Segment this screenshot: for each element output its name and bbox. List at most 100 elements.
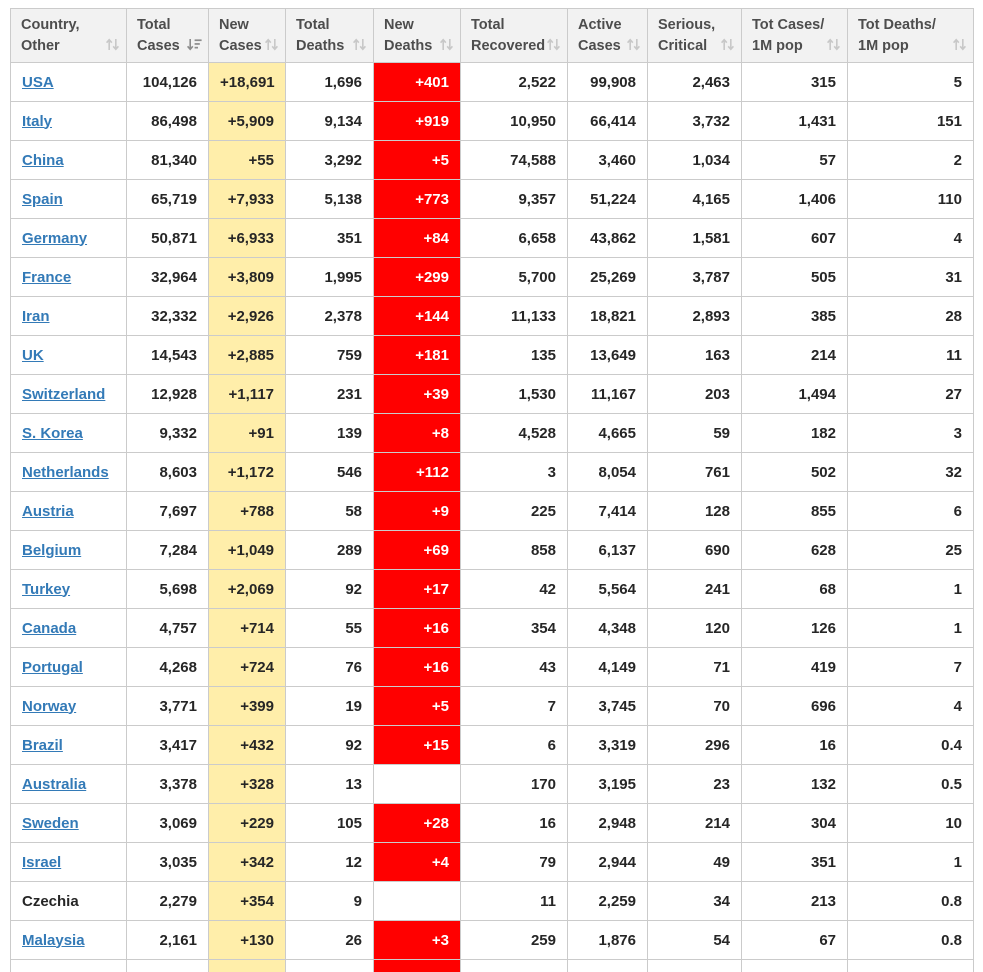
country-link[interactable]: Canada — [22, 619, 77, 637]
column-header-new-deaths[interactable]: New Deaths — [373, 8, 461, 63]
total-cases-cell: 2,279 — [126, 881, 209, 921]
total-recovered-cell: 10,950 — [460, 101, 568, 141]
country-link[interactable]: Italy — [22, 112, 53, 130]
sort-both-icon — [264, 38, 279, 51]
country-cell: Iran — [10, 296, 127, 336]
cases-per-1m-cell: 351 — [741, 842, 848, 882]
active-cases-cell: 99,908 — [567, 62, 648, 102]
total-recovered-cell: 858 — [460, 530, 568, 570]
deaths-per-1m-cell: 1 — [847, 569, 974, 609]
table-row: Austria 7,697 +788 58 +9 225 7,414 128 855 6 — [10, 491, 974, 531]
country-link[interactable]: Norway — [22, 697, 77, 715]
active-cases-cell: 3,460 — [567, 140, 648, 180]
serious-critical-cell: 214 — [647, 803, 742, 843]
country-link[interactable]: Iran — [22, 307, 50, 325]
total-cases-cell: 3,771 — [126, 686, 209, 726]
cases-per-1m-cell: 132 — [741, 764, 848, 804]
country-link[interactable]: Sweden — [22, 814, 79, 832]
column-header-new-cases[interactable]: New Cases — [208, 8, 286, 63]
total-deaths-cell: 12 — [285, 842, 374, 882]
country-cell: Turkey — [10, 569, 127, 609]
country-cell — [10, 959, 127, 972]
country-link[interactable]: Israel — [22, 853, 62, 871]
country-link[interactable]: Turkey — [22, 580, 71, 598]
total-recovered-cell: 259 — [460, 920, 568, 960]
new-deaths-cell: +9 — [373, 491, 461, 531]
country-link[interactable]: UK — [22, 346, 44, 364]
cases-per-1m-cell: 502 — [741, 452, 848, 492]
column-header-active-cases[interactable]: Active Cases — [567, 8, 648, 63]
total-cases-cell: 14,543 — [126, 335, 209, 375]
active-cases-cell: 25,269 — [567, 257, 648, 297]
column-header-deaths-per-1m[interactable]: Tot Deaths/1M pop — [847, 8, 974, 63]
serious-critical-cell: 1,034 — [647, 140, 742, 180]
cases-per-1m-cell: 1,406 — [741, 179, 848, 219]
new-cases-cell: +2,926 — [208, 296, 286, 336]
header-label-line2: Cases — [578, 37, 621, 54]
serious-critical-cell: 296 — [647, 725, 742, 765]
country-cell: S. Korea — [10, 413, 127, 453]
total-cases-cell: 104,126 — [126, 62, 209, 102]
new-cases-cell: +2,885 — [208, 335, 286, 375]
country-link[interactable]: S. Korea — [22, 424, 83, 442]
serious-critical-cell: 203 — [647, 374, 742, 414]
country-name: Czechia — [22, 892, 79, 910]
new-cases-cell: +788 — [208, 491, 286, 531]
table-row: Portugal 4,268 +724 76 +16 43 4,149 71 419 7 — [10, 647, 974, 687]
total-recovered-cell: 74,588 — [460, 140, 568, 180]
active-cases-cell: 8,054 — [567, 452, 648, 492]
country-link[interactable]: Malaysia — [22, 931, 85, 949]
column-header-country[interactable]: Country, Other — [10, 8, 127, 63]
sort-descending-icon — [186, 38, 202, 51]
country-link[interactable]: Switzerland — [22, 385, 106, 403]
header-label-line2: Deaths — [296, 37, 345, 54]
country-link[interactable]: Portugal — [22, 658, 83, 676]
header-label-line1: Country, — [21, 17, 80, 34]
table-row: Czechia 2,279 +354 9 11 2,259 34 213 0.8 — [10, 881, 974, 921]
cases-per-1m-cell: 57 — [741, 140, 848, 180]
new-deaths-cell — [373, 959, 461, 972]
serious-critical-cell: 54 — [647, 920, 742, 960]
serious-critical-cell: 128 — [647, 491, 742, 531]
country-cell: Netherlands — [10, 452, 127, 492]
cases-per-1m-cell: 315 — [741, 62, 848, 102]
new-cases-cell: +399 — [208, 686, 286, 726]
country-link[interactable]: Australia — [22, 775, 87, 793]
header-label-line1: Total — [296, 17, 330, 34]
active-cases-cell: 2,944 — [567, 842, 648, 882]
deaths-per-1m-cell: 0.5 — [847, 764, 974, 804]
table-body: USA 104,126 +18,691 1,696 +401 2,522 99,908 2,4… — [10, 62, 974, 972]
country-cell: Brazil — [10, 725, 127, 765]
country-link[interactable]: Belgium — [22, 541, 82, 559]
table-row: Switzerland 12,928 +1,117 231 +39 1,530 11,167… — [10, 374, 974, 414]
country-link[interactable]: France — [22, 268, 72, 286]
country-link[interactable]: USA — [22, 73, 54, 91]
country-link[interactable]: Austria — [22, 502, 74, 520]
deaths-per-1m-cell: 5 — [847, 62, 974, 102]
country-link[interactable]: Spain — [22, 190, 63, 208]
active-cases-cell: 3,745 — [567, 686, 648, 726]
new-deaths-cell: +919 — [373, 101, 461, 141]
country-link[interactable]: Germany — [22, 229, 88, 247]
country-cell: China — [10, 140, 127, 180]
country-link[interactable]: Brazil — [22, 736, 63, 754]
active-cases-cell: 3,195 — [567, 764, 648, 804]
total-recovered-cell: 7 — [460, 686, 568, 726]
total-recovered-cell: 9,357 — [460, 179, 568, 219]
country-link[interactable]: Netherlands — [22, 463, 109, 481]
cases-per-1m-cell: 385 — [741, 296, 848, 336]
country-link[interactable]: China — [22, 151, 64, 169]
column-header-total-deaths[interactable]: Total Deaths — [285, 8, 374, 63]
column-header-cases-per-1m[interactable]: Tot Cases/1M pop — [741, 8, 848, 63]
new-deaths-cell: +17 — [373, 569, 461, 609]
column-header-total-cases[interactable]: Total Cases — [126, 8, 209, 63]
column-header-total-recovered[interactable]: Total Recovered — [460, 8, 568, 63]
header-label-line2: 1M pop — [752, 37, 803, 54]
serious-critical-cell: 23 — [647, 764, 742, 804]
cases-per-1m-cell: 855 — [741, 491, 848, 531]
total-cases-cell: 3,378 — [126, 764, 209, 804]
column-header-serious-critical[interactable]: Serious, Critical — [647, 8, 742, 63]
deaths-per-1m-cell: 32 — [847, 452, 974, 492]
total-recovered-cell: 4,528 — [460, 413, 568, 453]
table-row: Brazil 3,417 +432 92 +15 6 3,319 296 16 0.4 — [10, 725, 974, 765]
